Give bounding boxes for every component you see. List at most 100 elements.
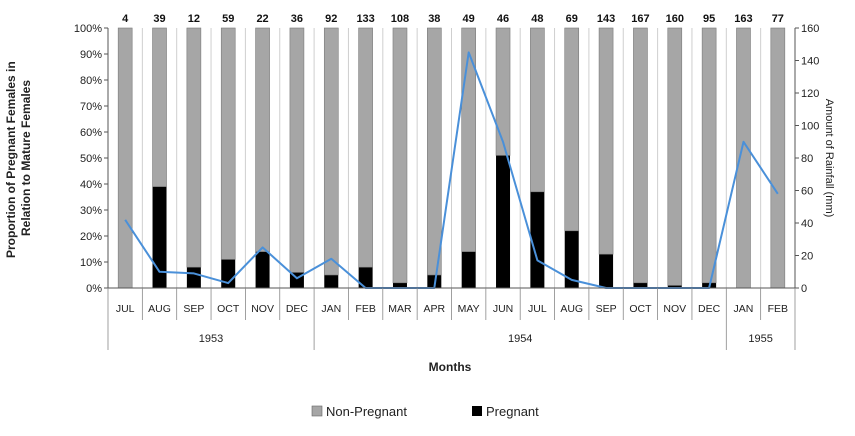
sample-count-label: 133 bbox=[356, 13, 374, 25]
sample-count-label: 92 bbox=[325, 13, 337, 25]
bar-non-pregnant bbox=[358, 27, 373, 268]
x-tick-label: JUN bbox=[493, 303, 513, 315]
y2-tick-label: 20 bbox=[801, 251, 813, 263]
y-tick-label: 50% bbox=[80, 153, 102, 165]
y2-tick-label: 0 bbox=[801, 283, 807, 295]
year-label: 1954 bbox=[508, 333, 532, 345]
bar-non-pregnant bbox=[530, 27, 545, 193]
y2-tick-label: 40 bbox=[801, 218, 813, 230]
bar-non-pregnant bbox=[667, 27, 683, 286]
bar-pregnant bbox=[667, 285, 682, 288]
x-tick-label: NOV bbox=[251, 303, 274, 315]
bar-non-pregnant bbox=[461, 27, 476, 252]
bar-non-pregnant bbox=[255, 27, 270, 252]
bar-non-pregnant bbox=[186, 27, 202, 268]
axes bbox=[104, 27, 799, 350]
year-label: 1955 bbox=[748, 333, 772, 345]
bar-pregnant bbox=[530, 191, 545, 288]
bar-pregnant bbox=[186, 267, 201, 288]
x-tick-label: MAR bbox=[388, 303, 412, 315]
x-tick-label: DEC bbox=[698, 303, 721, 315]
y-tick-label: 0% bbox=[86, 283, 102, 295]
x-tick-label: OCT bbox=[217, 303, 240, 315]
x-tick-label: FEB bbox=[355, 303, 375, 315]
x-tick-label: SEP bbox=[183, 303, 204, 315]
bar-non-pregnant bbox=[564, 27, 580, 232]
bar-non-pregnant bbox=[495, 27, 511, 156]
legend: Non-Pregnant Pregnant bbox=[311, 404, 539, 419]
x-axis-title: Months bbox=[429, 360, 472, 374]
bar-pregnant bbox=[255, 251, 270, 288]
sample-count-label: 46 bbox=[497, 13, 509, 25]
bar-non-pregnant bbox=[289, 27, 305, 273]
bar-non-pregnant bbox=[736, 27, 751, 289]
sample-count-label: 163 bbox=[734, 13, 752, 25]
y-tick-label: 80% bbox=[80, 75, 102, 87]
x-tick-label: FEB bbox=[768, 303, 788, 315]
x-tick-label: JAN bbox=[734, 303, 754, 315]
legend-swatch-pregnant bbox=[472, 406, 482, 416]
x-tick-label: DEC bbox=[286, 303, 309, 315]
x-tick-label: OCT bbox=[629, 303, 652, 315]
labels: 4 39 12 59 22 36 92 133 108 38 49 46 48 69 143 167 160 95… bbox=[74, 13, 820, 345]
sample-count-label: 59 bbox=[222, 13, 234, 25]
legend-swatch-non-pregnant bbox=[311, 405, 323, 417]
bar-pregnant bbox=[599, 254, 614, 288]
bar-pregnant bbox=[496, 155, 511, 288]
legend-label-non-pregnant: Non-Pregnant bbox=[326, 404, 407, 419]
y2-tick-label: 120 bbox=[801, 88, 819, 100]
x-tick-label: SEP bbox=[596, 303, 617, 315]
bar-pregnant bbox=[324, 275, 339, 288]
bar-non-pregnant bbox=[323, 27, 339, 276]
y-axis-title: Proportion of Pregnant Females in Relati… bbox=[4, 58, 33, 258]
bar-pregnant bbox=[358, 267, 373, 288]
y-tick-label: 10% bbox=[80, 257, 102, 269]
sample-count-label: 167 bbox=[631, 13, 649, 25]
bar-non-pregnant bbox=[152, 27, 167, 187]
y-tick-label: 60% bbox=[80, 127, 102, 139]
x-tick-label: NOV bbox=[663, 303, 686, 315]
bar-pregnant bbox=[461, 251, 476, 288]
y2-tick-label: 60 bbox=[801, 186, 813, 198]
x-tick-label: JUL bbox=[528, 303, 547, 315]
bar-non-pregnant bbox=[117, 27, 133, 289]
y2-tick-label: 100 bbox=[801, 121, 819, 133]
bar-non-pregnant bbox=[598, 27, 614, 255]
x-tick-label: MAY bbox=[458, 303, 480, 315]
y-tick-label: 30% bbox=[80, 205, 102, 217]
plot-area bbox=[107, 28, 762, 288]
sample-count-label: 39 bbox=[153, 13, 165, 25]
sample-count-label: 143 bbox=[597, 13, 615, 25]
y-tick-label: 40% bbox=[80, 179, 102, 191]
sample-count-label: 108 bbox=[391, 13, 409, 25]
legend-label-pregnant: Pregnant bbox=[486, 404, 539, 419]
sample-count-label: 77 bbox=[772, 13, 784, 25]
y-tick-label: 90% bbox=[80, 49, 102, 61]
bar-pregnant bbox=[152, 186, 167, 288]
sample-count-label: 49 bbox=[463, 13, 475, 25]
bar-non-pregnant bbox=[220, 27, 236, 260]
y2-tick-label: 140 bbox=[801, 56, 819, 68]
y2-tick-label: 80 bbox=[801, 153, 813, 165]
bar-non-pregnant bbox=[701, 27, 717, 284]
sample-count-label: 4 bbox=[122, 13, 129, 25]
sample-count-label: 160 bbox=[666, 13, 684, 25]
x-tick-label: JAN bbox=[321, 303, 341, 315]
sample-count-label: 69 bbox=[566, 13, 578, 25]
bar-pregnant bbox=[633, 282, 648, 288]
x-tick-label: APR bbox=[424, 303, 446, 315]
y-tick-label: 70% bbox=[80, 101, 102, 113]
bar-non-pregnant bbox=[392, 27, 408, 284]
x-tick-label: AUG bbox=[148, 303, 171, 315]
sample-count-label: 36 bbox=[291, 13, 303, 25]
sample-count-label: 48 bbox=[531, 13, 543, 25]
year-label: 1953 bbox=[199, 333, 223, 345]
sample-count-label: 38 bbox=[428, 13, 440, 25]
x-tick-label: AUG bbox=[560, 303, 583, 315]
sample-count-label: 22 bbox=[256, 13, 268, 25]
bar-pregnant bbox=[564, 230, 579, 288]
y2-tick-label: 160 bbox=[801, 23, 819, 35]
bar-non-pregnant bbox=[633, 27, 648, 284]
y2-axis-title: Amount of Rainfall (mm) bbox=[823, 99, 835, 218]
